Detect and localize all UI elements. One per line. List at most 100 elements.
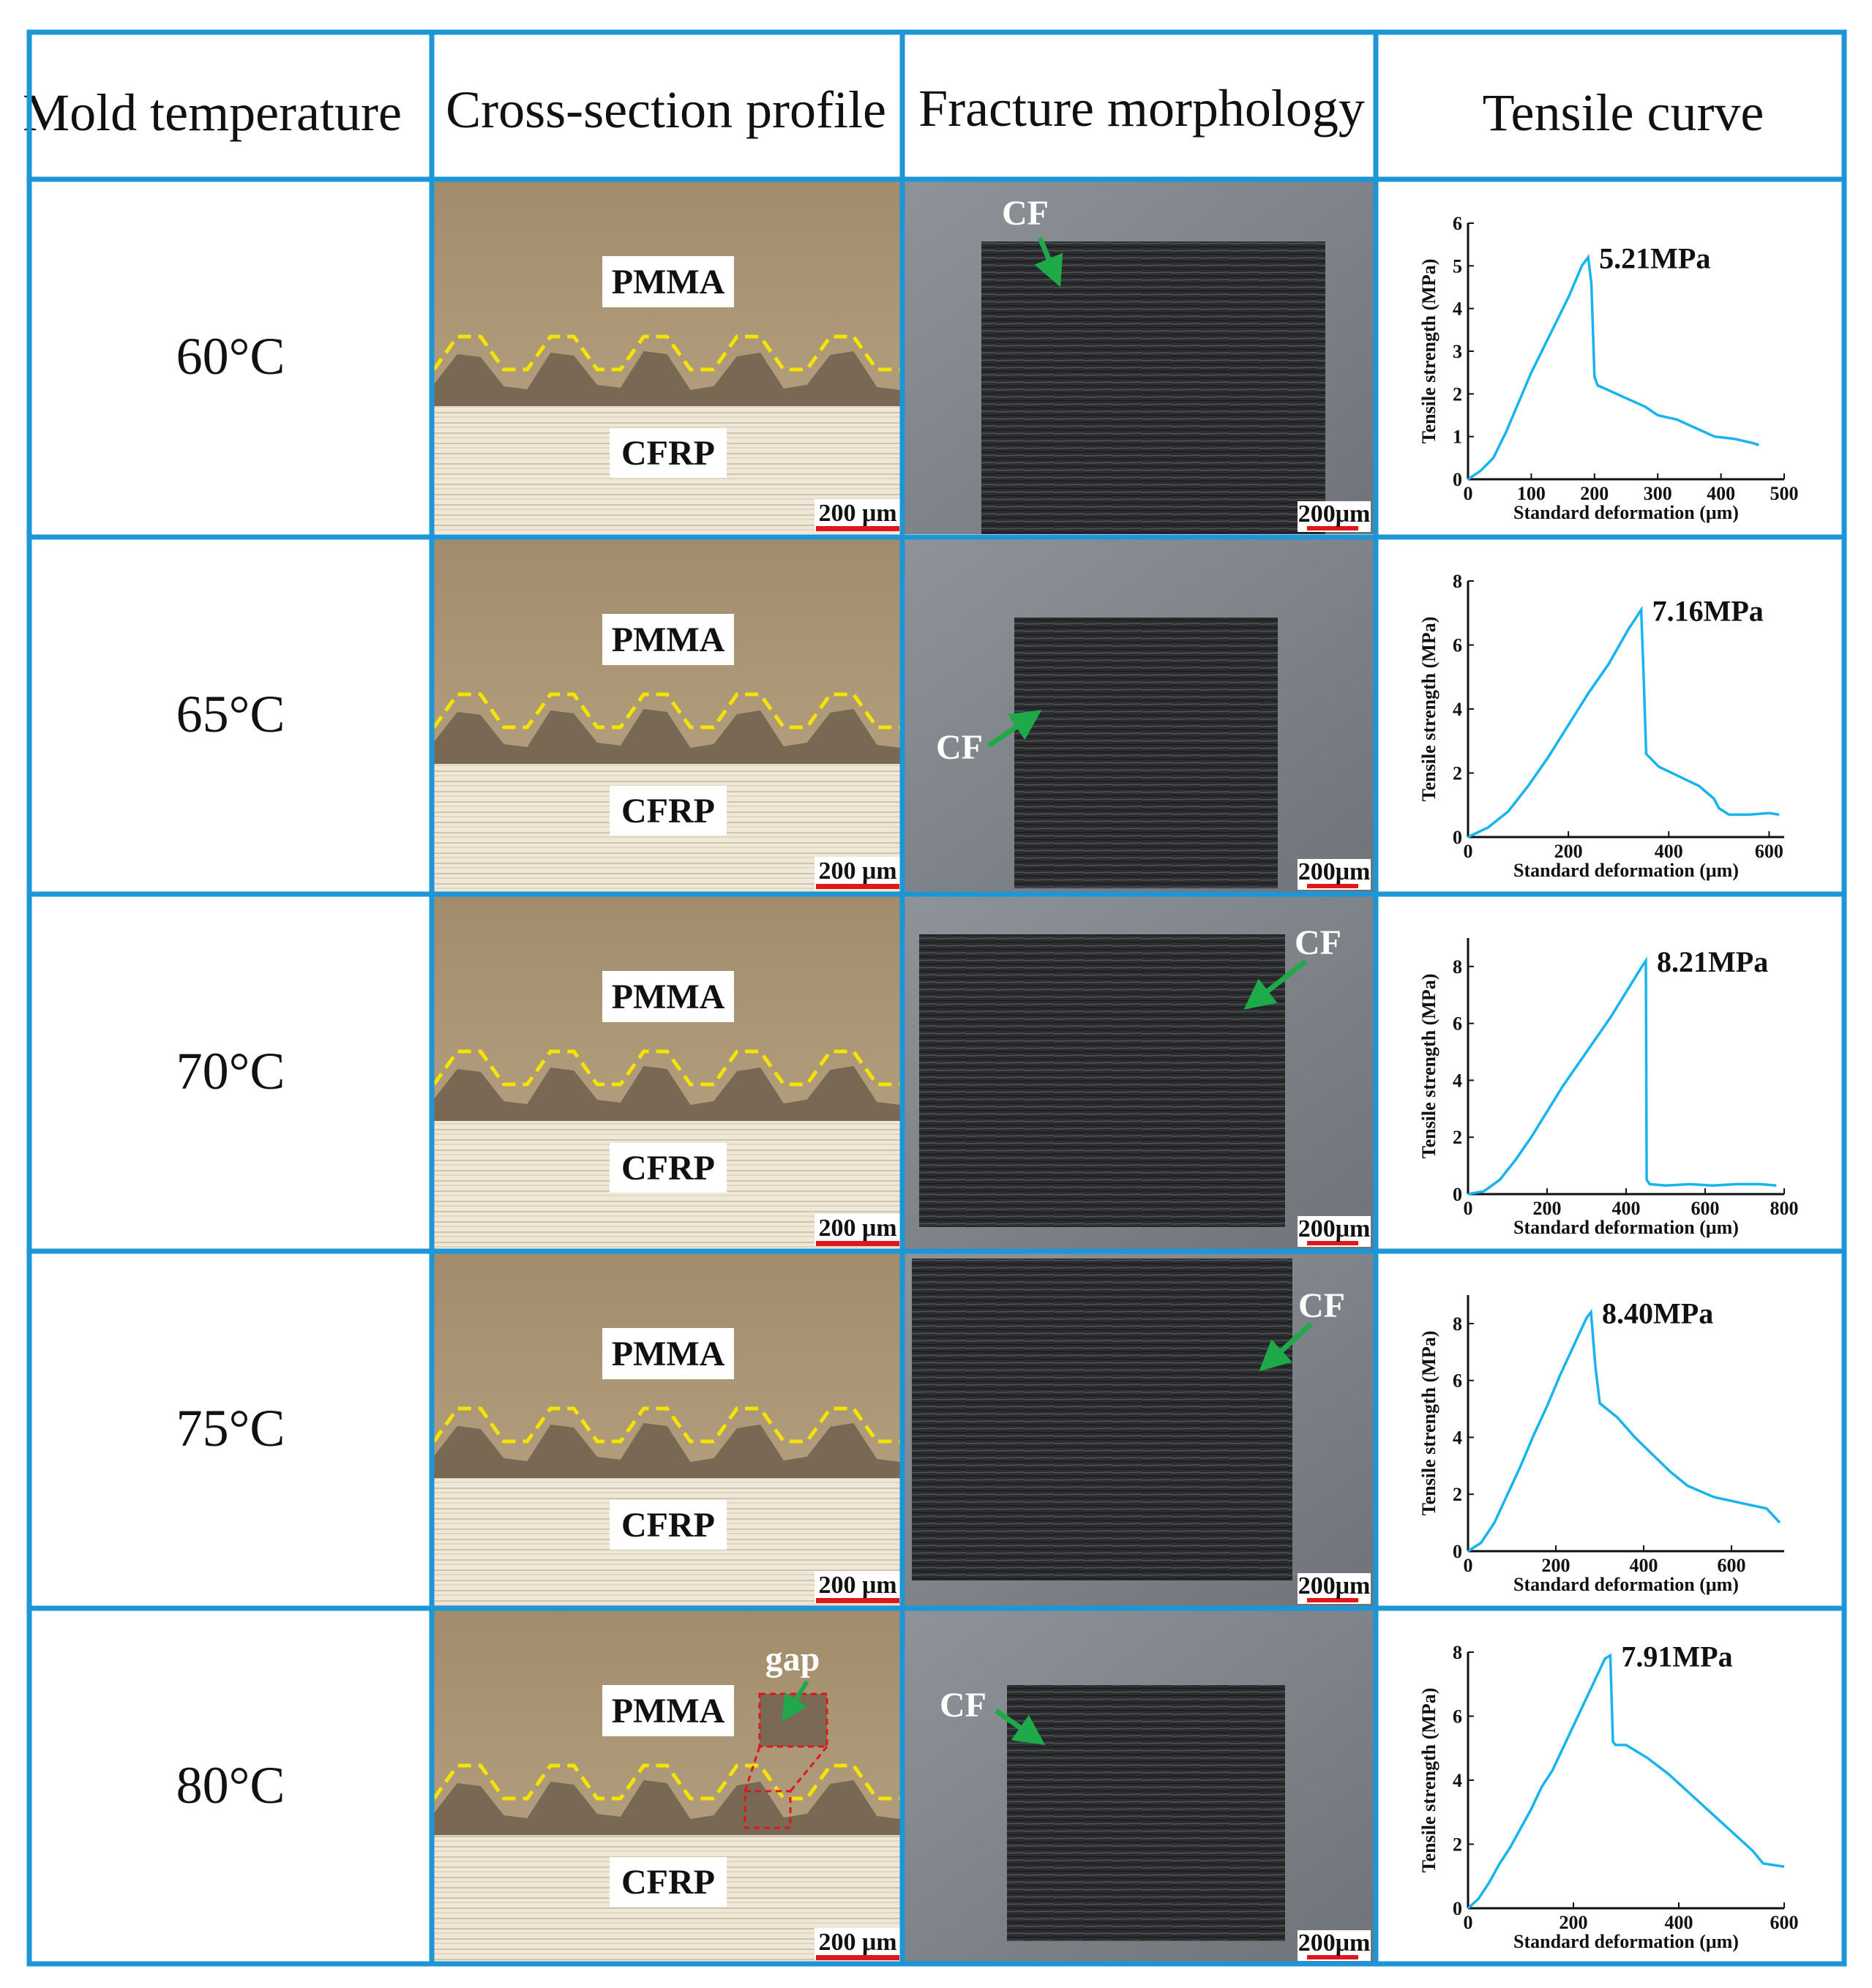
tensile-curve-chart: 0 2 4 6 8 0 200 400 600 800 Standard deformation (…: [1418, 938, 1799, 1238]
y-tick-label: 2: [1453, 383, 1462, 405]
svg-text:200 μm: 200 μm: [818, 858, 896, 885]
cf-annotation: CF: [940, 1686, 1046, 1746]
x-tick-label: 400: [1612, 1198, 1641, 1219]
pmma-label: PMMA: [602, 1685, 734, 1736]
svg-text:200μm: 200μm: [1298, 1929, 1371, 1957]
cf-annotation: CF: [936, 710, 1042, 767]
scale-bar: 200μm: [1298, 1929, 1371, 1961]
cfrp-label: CFRP: [610, 786, 727, 836]
header-fracture-morphology: Fracture morphology: [918, 79, 1365, 138]
table-row-1: 60°C PMMA CFRP 200 μm CF 200μm 0 1 2 3 4 5 6 0 100 200 3…: [176, 181, 1799, 534]
fracture-morphology-image: CF 200μm: [905, 1253, 1374, 1606]
x-tick-label: 100: [1517, 483, 1546, 504]
cross-section-micrograph: PMMA CFRP 200 μm gap: [432, 1610, 901, 1963]
svg-text:200 μm: 200 μm: [818, 500, 896, 527]
cross-section-micrograph: PMMA CFRP 200 μm: [432, 181, 901, 534]
cross-section-micrograph: PMMA CFRP 200 μm: [432, 896, 901, 1249]
svg-text:200 μm: 200 μm: [818, 1929, 896, 1956]
svg-text:PMMA: PMMA: [612, 1692, 725, 1730]
table-grid: [26, 29, 1847, 1967]
svg-text:200 μm: 200 μm: [818, 1215, 896, 1242]
y-tick-label: 8: [1453, 571, 1462, 592]
peak-strength-label: 7.91MPa: [1621, 1640, 1732, 1673]
y-tick-label: 3: [1453, 341, 1462, 362]
x-tick-label: 0: [1464, 841, 1473, 862]
y-tick-label: 1: [1453, 427, 1462, 448]
carbon-fiber-region: [912, 1259, 1292, 1580]
y-tick-label: 6: [1453, 1013, 1462, 1035]
y-axis-label: Tensile strength (MPa): [1418, 974, 1439, 1159]
tensile-curve-line: [1467, 605, 1780, 839]
fracture-morphology-image: CF 200μm: [905, 539, 1374, 892]
mold-temperature-value: 75°C: [176, 1399, 285, 1458]
peak-strength-label: 5.21MPa: [1599, 242, 1710, 275]
pmma-label: PMMA: [602, 614, 734, 665]
svg-text:200μm: 200μm: [1298, 1215, 1371, 1242]
y-tick-label: 4: [1453, 1427, 1462, 1448]
x-axis-label: Standard deformation (μm): [1513, 502, 1739, 523]
scale-bar: 200 μm: [815, 857, 901, 889]
svg-text:CFRP: CFRP: [621, 1863, 715, 1902]
svg-text:CF: CF: [1295, 923, 1341, 962]
cf-arrow-icon: [1034, 236, 1063, 288]
header-mold-temperature: Mold temperature: [23, 83, 402, 142]
scale-bar: 200μm: [1298, 1572, 1371, 1604]
x-tick-label: 200: [1580, 483, 1609, 504]
peak-strength-label: 7.16MPa: [1652, 594, 1764, 627]
svg-text:CFRP: CFRP: [621, 434, 715, 473]
svg-text:CFRP: CFRP: [621, 1149, 715, 1188]
y-axis-label: Tensile strength (MPa): [1418, 259, 1439, 444]
svg-text:PMMA: PMMA: [612, 1335, 725, 1373]
cf-arrow-icon: [994, 1708, 1046, 1746]
y-tick-label: 6: [1453, 1370, 1462, 1392]
svg-text:PMMA: PMMA: [612, 263, 725, 301]
tensile-curve-chart: 0 1 2 3 4 5 6 0 100 200 300 400 500 Standard deformat…: [1418, 213, 1799, 523]
y-axis-label: Tensile strength (MPa): [1418, 1331, 1439, 1516]
svg-text:CFRP: CFRP: [621, 1506, 715, 1545]
fracture-morphology-image: CF 200μm: [905, 896, 1374, 1249]
x-tick-label: 0: [1464, 1198, 1473, 1219]
cfrp-label: CFRP: [610, 1857, 727, 1907]
carbon-fiber-region: [981, 241, 1325, 534]
x-axis-label: Standard deformation (μm): [1513, 1931, 1739, 1952]
cfrp-label: CFRP: [610, 1143, 727, 1193]
y-axis-label: Tensile strength (MPa): [1418, 617, 1439, 802]
mold-temperature-value: 65°C: [176, 685, 285, 743]
svg-text:CF: CF: [1002, 194, 1049, 233]
scale-bar: 200μm: [1298, 1215, 1371, 1247]
x-tick-label: 300: [1644, 483, 1672, 504]
svg-text:CF: CF: [936, 728, 983, 767]
y-tick-label: 4: [1453, 299, 1462, 320]
y-tick-label: 4: [1453, 1070, 1462, 1091]
y-tick-label: 8: [1453, 956, 1462, 978]
mold-temperature-value: 60°C: [176, 327, 285, 386]
svg-text:200μm: 200μm: [1298, 858, 1371, 885]
scale-bar: 200μm: [1298, 500, 1371, 532]
y-tick-label: 6: [1453, 635, 1462, 656]
scale-bar: 200 μm: [815, 1571, 901, 1603]
pmma-label: PMMA: [602, 971, 734, 1022]
header-tensile-curve: Tensile curve: [1483, 83, 1764, 142]
x-tick-label: 600: [1718, 1555, 1746, 1576]
cfrp-label: CFRP: [610, 1500, 727, 1550]
peak-strength-label: 8.21MPa: [1657, 945, 1768, 978]
x-tick-label: 400: [1707, 483, 1735, 504]
svg-text:CF: CF: [940, 1686, 986, 1725]
carbon-fiber-region: [1007, 1685, 1285, 1941]
cfrp-label: CFRP: [610, 428, 727, 478]
svg-text:200 μm: 200 μm: [818, 1572, 896, 1599]
pmma-label: PMMA: [602, 256, 734, 307]
gap-arrow-icon: [782, 1680, 809, 1722]
interface-boundary-line: [432, 692, 900, 729]
cf-arrow-icon: [1259, 1322, 1313, 1372]
y-axis-label: Tensile strength (MPa): [1418, 1688, 1439, 1873]
gap-inset: gap: [744, 1640, 828, 1829]
svg-text:PMMA: PMMA: [612, 620, 725, 659]
y-tick-label: 0: [1453, 1184, 1462, 1205]
pmma-label: PMMA: [602, 1328, 734, 1379]
cf-annotation: CF: [1243, 923, 1341, 1010]
x-tick-label: 0: [1464, 1555, 1473, 1576]
mold-temperature-value: 70°C: [176, 1042, 285, 1100]
